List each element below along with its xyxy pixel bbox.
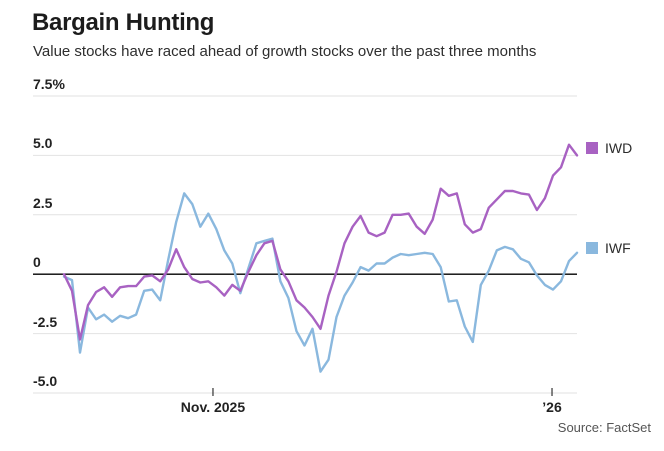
x-axis-tick-label: Nov. 2025 <box>180 399 246 415</box>
y-axis-tick-label: -2.5 <box>33 313 58 330</box>
page-title: Bargain Hunting <box>32 9 215 36</box>
y-axis-tick-label: 2.5 <box>33 194 53 211</box>
y-axis-tick-label: 5.0 <box>33 135 53 152</box>
iwf-swatch-icon <box>586 242 598 254</box>
y-axis-tick-label: 0 <box>33 254 41 271</box>
legend-item-iwd: IWD <box>586 140 632 156</box>
iwd-swatch-icon <box>586 142 598 154</box>
page-subtitle: Value stocks have raced ahead of growth … <box>33 43 537 60</box>
y-axis-tick-label: 7.5% <box>33 76 65 92</box>
series-line-iwf <box>62 192 579 373</box>
source-credit: Source: FactSet <box>557 420 651 435</box>
legend-label-iwf: IWF <box>605 240 631 256</box>
legend-item-iwf: IWF <box>586 240 631 256</box>
series-line-iwd <box>62 143 579 341</box>
x-axis-tick-label: ’26 <box>542 399 562 415</box>
legend-label-iwd: IWD <box>605 140 633 156</box>
y-axis-tick-label: -5.0 <box>33 373 58 389</box>
